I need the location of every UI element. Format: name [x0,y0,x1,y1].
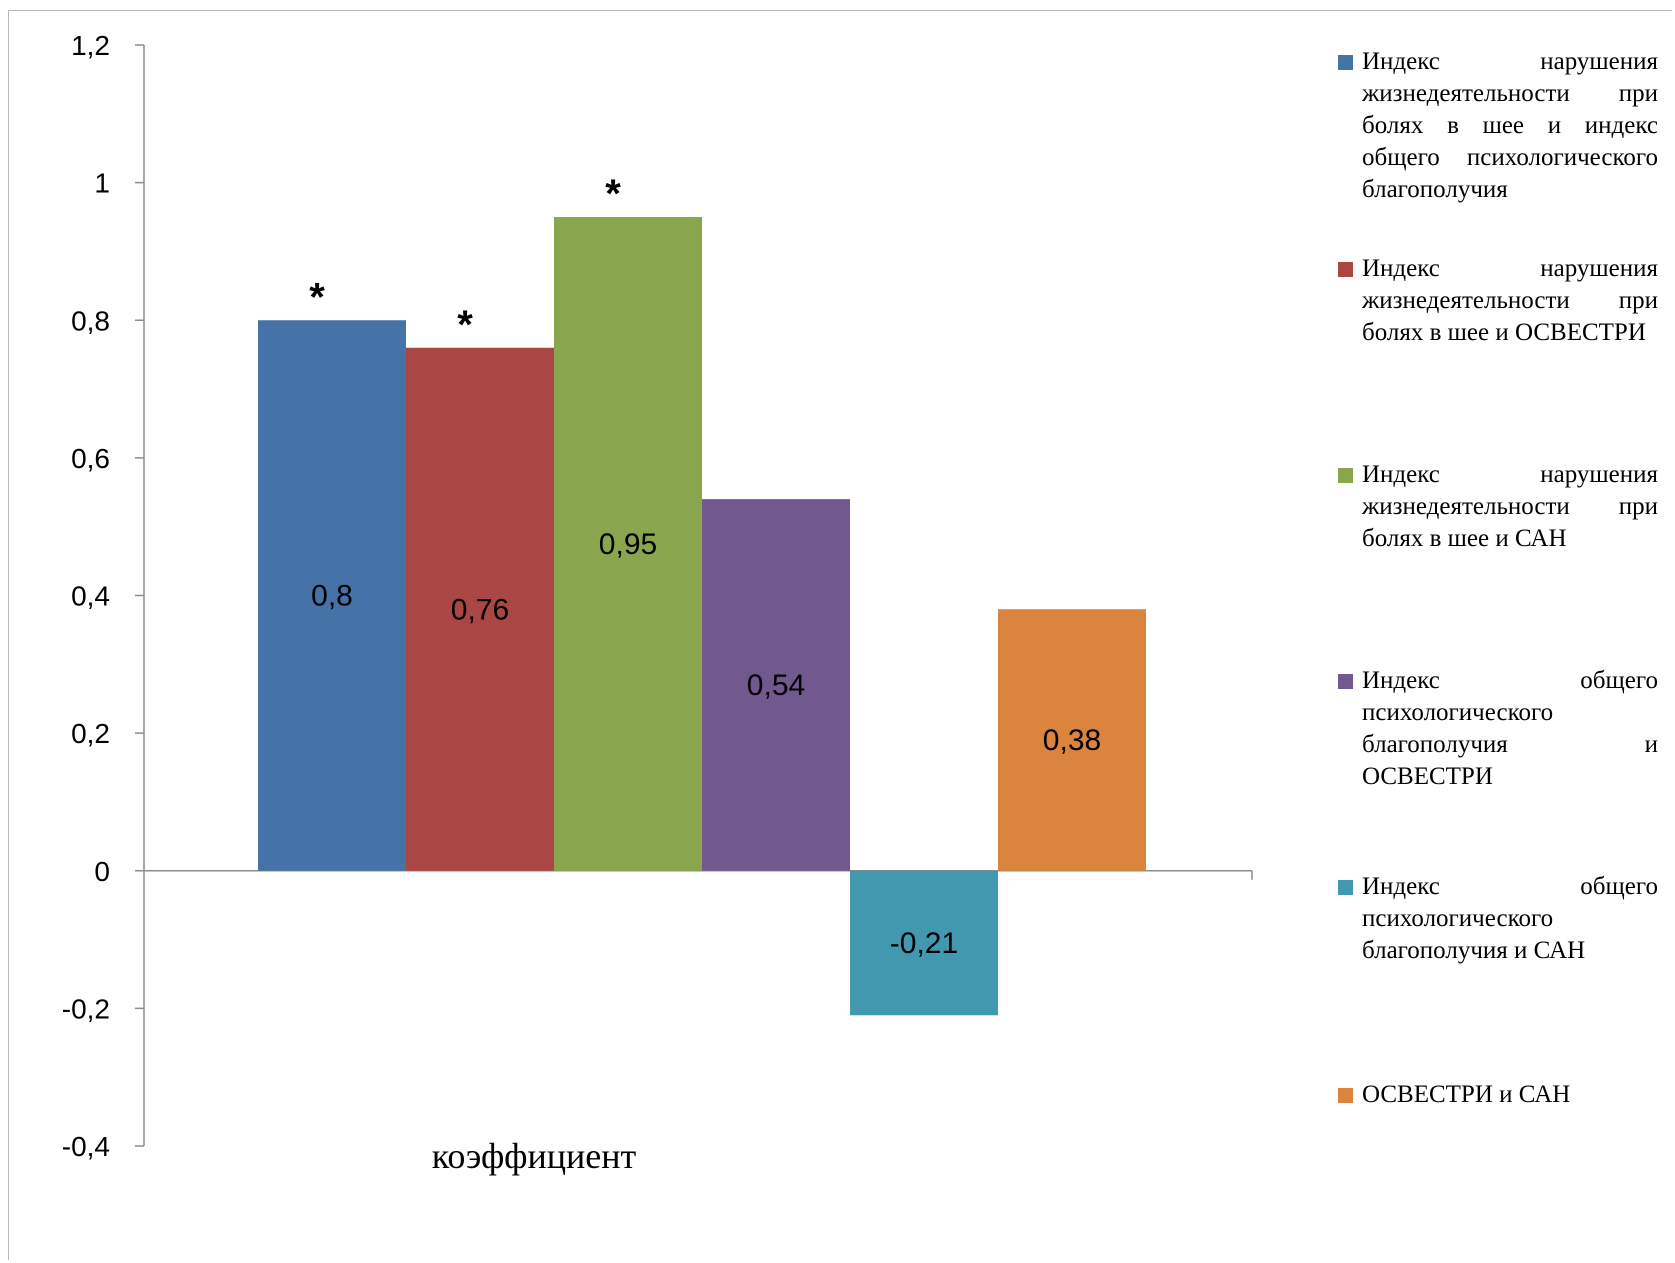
legend-label: Индекс общего психологического благополу… [1362,873,1658,964]
significance-marker: * [457,303,473,347]
bar [258,320,406,871]
legend-swatch [1338,55,1353,70]
data-label: 0,38 [1043,724,1101,757]
y-tick-label: 0,2 [71,718,110,749]
chart-frame [8,10,1672,1260]
legend-label: ОСВЕСТРИ и САН [1362,1081,1571,1108]
y-tick-label: 1 [94,168,110,199]
data-label: 0,76 [451,593,509,626]
legend-swatch [1338,262,1353,277]
legend-label: Индекс нарушения жизнедеятельности при б… [1362,255,1658,346]
bar [998,609,1146,871]
bar [554,217,702,871]
bar [850,870,998,1016]
data-labels: 0,8 * 0,76 * 0,95 * 0,54 -0,21 0,38 [309,172,1101,960]
legend-swatch [1338,468,1353,483]
x-axis-label: коэффициент [432,1136,637,1176]
y-tick-label: 0,8 [71,305,110,336]
legend-label: Индекс нарушения жизнедеятельности при б… [1362,48,1658,203]
data-label: -0,21 [890,927,958,960]
legend-swatch [1338,880,1353,895]
y-tick-label: 1,2 [71,30,110,61]
bars [258,217,1146,1016]
legend-label: Индекс общего психологического благополу… [1362,667,1658,790]
legend-swatch [1338,674,1353,689]
bar [702,499,850,871]
y-axis: 1,2 1 0,8 0,6 0,4 0,2 0 -0,2 -0,4 [62,30,145,1162]
data-label: 0,8 [311,580,353,613]
data-label: 0,54 [747,669,805,702]
y-tick-label: 0,4 [71,581,110,612]
y-tick-label: 0 [94,856,110,887]
y-tick-label: 0,6 [71,443,110,474]
y-tick-label: -0,2 [62,993,110,1024]
y-tick-label: -0,4 [62,1131,110,1162]
data-label: 0,95 [599,528,657,561]
significance-marker: * [309,275,325,319]
x-axis [144,870,1253,880]
legend-swatch [1338,1088,1353,1103]
bar [406,347,554,871]
legend-label: Индекс нарушения жизнедеятельности при б… [1362,461,1658,552]
significance-marker: * [605,172,621,216]
